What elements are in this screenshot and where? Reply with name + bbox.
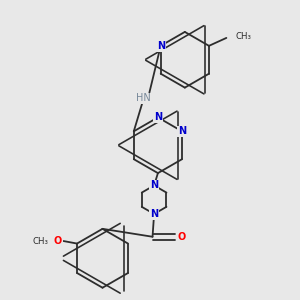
Text: N: N [150, 181, 158, 190]
Text: N: N [154, 112, 162, 122]
Text: N: N [157, 41, 165, 51]
Text: O: O [54, 236, 62, 246]
Text: HN: HN [136, 93, 151, 103]
Text: N: N [150, 209, 158, 219]
Text: N: N [178, 126, 186, 136]
Text: CH₃: CH₃ [33, 237, 49, 246]
Text: CH₃: CH₃ [235, 32, 251, 41]
Text: O: O [178, 232, 186, 242]
